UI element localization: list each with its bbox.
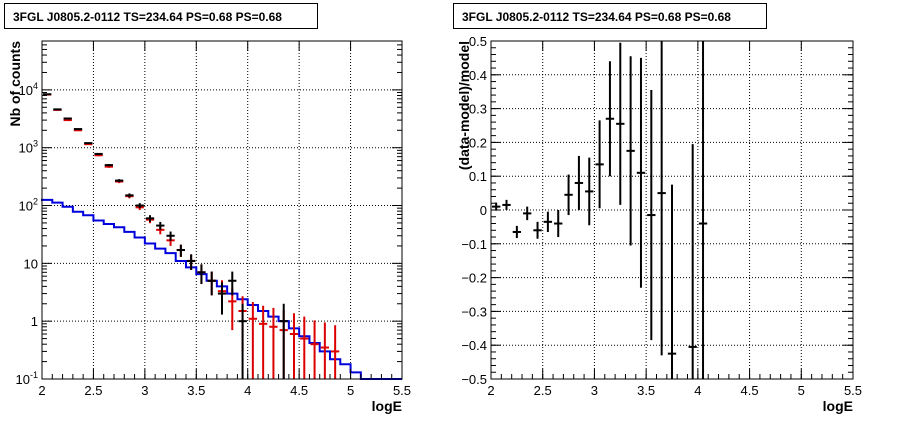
data-point — [125, 193, 134, 198]
y-tick-label: 0.4 — [469, 68, 487, 83]
x-axis-label: logE — [823, 398, 853, 414]
x-tick-label: 4 — [244, 383, 251, 398]
y-tick-label: −0.1 — [461, 237, 487, 252]
x-tick-label: 5 — [798, 383, 805, 398]
residual-point — [554, 210, 563, 238]
y-tick-label: −0.3 — [461, 304, 487, 319]
model-point — [320, 322, 329, 379]
x-tick-label: 3.5 — [637, 383, 655, 398]
model-point — [310, 320, 319, 379]
y-tick-label: 0.1 — [469, 169, 487, 184]
x-tick-label: 4 — [694, 383, 701, 398]
x-tick-label: 3 — [591, 383, 598, 398]
x-tick-label: 2.5 — [534, 383, 552, 398]
x-tick-label: 5 — [347, 383, 354, 398]
residual-chart: 2 2.5 3 3.5 4 4.5 5 5.5 −0.5 −0.4 −0.3 −0.2 −0.1 0 0.1… — [456, 34, 862, 414]
counts-chart-title: 3FGL J0805.2-0112 TS=234.64 PS=0.68 PS=0… — [4, 3, 318, 29]
y-tick-label: 0.5 — [469, 34, 487, 49]
residual-point — [647, 90, 656, 341]
residual-point — [616, 42, 625, 205]
y-tick-label: 0 — [480, 203, 487, 218]
data-point — [156, 221, 165, 230]
data-point — [217, 282, 227, 315]
y-tick-label: −0.4 — [461, 338, 487, 353]
x-axis-label: logE — [372, 398, 402, 414]
data-point — [43, 93, 52, 96]
data-point — [145, 215, 155, 222]
residual-point — [533, 221, 542, 239]
x-tick-label: 2 — [487, 383, 494, 398]
model-point — [248, 301, 257, 379]
x-tick-label: 3.5 — [187, 383, 205, 398]
residual-point — [564, 174, 573, 216]
data-point — [84, 142, 93, 145]
data-point — [187, 254, 196, 270]
model-point — [289, 313, 299, 379]
data-point — [115, 179, 124, 183]
data-point — [94, 152, 103, 155]
residual-point — [605, 61, 615, 177]
model-point — [269, 307, 278, 379]
y-tick-label: 104 — [19, 81, 38, 98]
residual-point — [585, 157, 594, 226]
data-point — [104, 164, 113, 167]
data-point — [73, 128, 83, 131]
y-axis-label: (data-model)/model — [456, 41, 472, 170]
x-tick-label: 5.5 — [393, 383, 411, 398]
y-tick-label: 103 — [19, 139, 38, 156]
residual-point — [626, 56, 635, 246]
y-tick-label: −0.2 — [461, 271, 487, 286]
data-point — [176, 244, 185, 257]
data-point — [63, 117, 72, 120]
residual-point — [688, 144, 697, 379]
residual-point — [636, 57, 646, 288]
x-tick-label: 3 — [141, 383, 148, 398]
model-point — [300, 316, 309, 379]
residual-point — [698, 41, 708, 379]
data-point — [279, 303, 288, 379]
y-tick-label: 0.2 — [469, 135, 487, 150]
residual-point — [657, 41, 666, 356]
residual-point — [492, 202, 501, 211]
y-axis-label: Nb of counts — [7, 41, 23, 127]
y-tick-label: 10-1 — [16, 370, 38, 387]
x-tick-label: 4.5 — [290, 383, 308, 398]
residual-point — [667, 184, 677, 379]
plot-frame — [41, 40, 403, 380]
x-tick-label: 2 — [38, 383, 45, 398]
residual-chart-title: 3FGL J0805.2-0112 TS=234.64 PS=0.68 PS=0… — [453, 3, 767, 29]
x-tick-label: 4.5 — [741, 383, 759, 398]
x-tick-label: 2.5 — [84, 383, 102, 398]
counts-chart: 2 2.5 3 3.5 4 4.5 5 5.5 10-1 1 10 102 103 104 logE Nb o… — [7, 40, 411, 414]
data-point — [228, 271, 237, 296]
data-point — [238, 303, 247, 379]
y-tick-label: 10 — [24, 256, 38, 271]
residual-point — [502, 199, 511, 210]
residual-point — [543, 211, 553, 232]
data-point — [53, 108, 62, 111]
data-point — [135, 203, 144, 209]
data-point — [207, 271, 216, 296]
x-tick-label: 5.5 — [844, 383, 862, 398]
data-point — [197, 264, 206, 284]
model-point — [259, 305, 268, 379]
residual-point — [523, 206, 532, 221]
y-tick-label: 102 — [19, 197, 38, 214]
model-point — [331, 325, 340, 379]
residual-point — [595, 120, 604, 209]
data-point — [166, 231, 175, 241]
y-tick-label: 0.3 — [469, 102, 487, 117]
residual-point — [574, 155, 584, 210]
y-tick-label: 1 — [31, 314, 38, 329]
y-tick-label: −0.5 — [461, 372, 487, 387]
residual-point — [512, 225, 522, 239]
model-point — [63, 119, 72, 122]
